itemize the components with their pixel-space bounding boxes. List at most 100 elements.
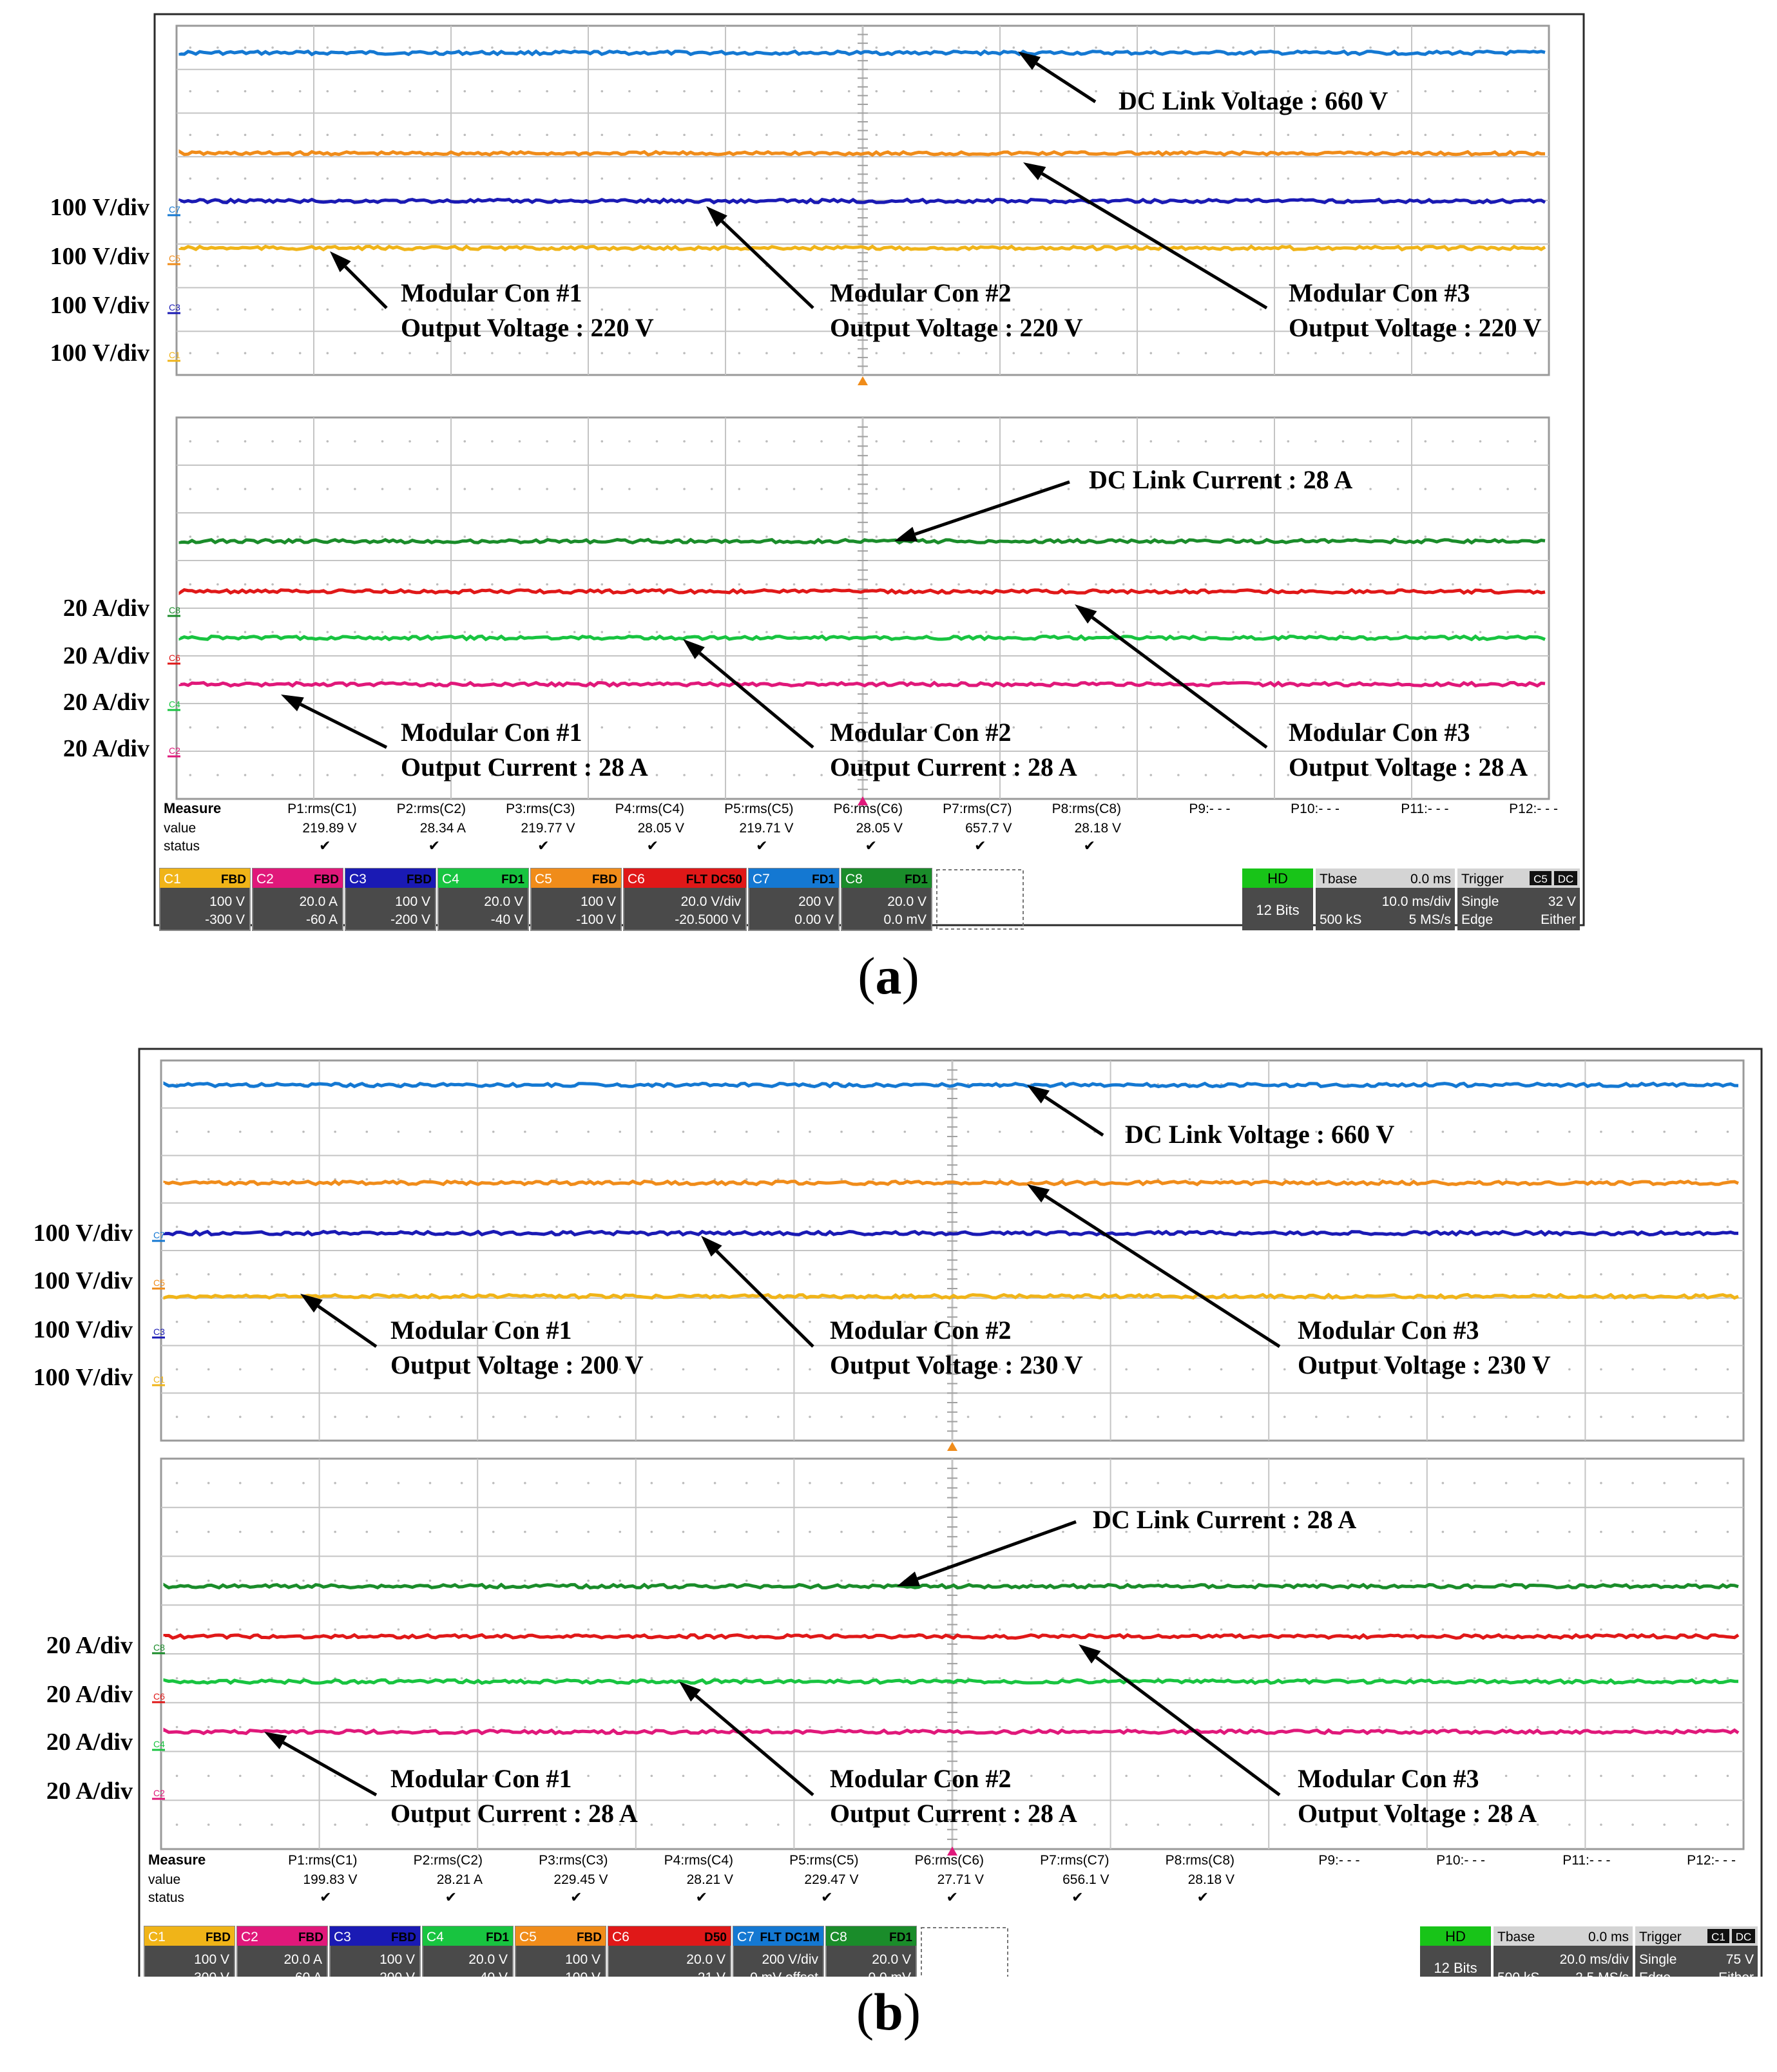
voltage-annotation-line1: Modular Con #3 (1289, 278, 1470, 307)
grid-dot (1473, 1530, 1476, 1533)
grid-dot (1259, 352, 1262, 354)
grid-dot (745, 1628, 748, 1631)
grid-dot (555, 1774, 558, 1778)
grid-dot (492, 1725, 495, 1729)
grid-dot (957, 535, 960, 538)
voltage-annotation-arrow-head (706, 206, 727, 227)
grid-dot (875, 133, 878, 137)
measure-param-name: P4:rms(C4) (664, 1853, 733, 1868)
measure-status-check: ✔ (445, 1889, 457, 1905)
grid-dot (271, 1579, 273, 1582)
grid-dot (1157, 1368, 1160, 1371)
grid-dot (619, 1415, 622, 1418)
grid-dot (1424, 774, 1427, 776)
grid-dot (1341, 535, 1345, 538)
grid-dot (1030, 1178, 1033, 1181)
grid-dot (957, 133, 960, 137)
grid-dot (428, 1823, 432, 1826)
grid-dot (1631, 1482, 1634, 1484)
grid-dot (628, 440, 631, 443)
grid-dot (587, 1368, 590, 1371)
grid-dot (1410, 1415, 1413, 1418)
grid-dot (1232, 631, 1234, 633)
grid-dot (1188, 1530, 1191, 1533)
grid-dot (381, 678, 384, 681)
current-annotation-arrow-head (1079, 1644, 1101, 1664)
caption-a: (a) (858, 946, 919, 1005)
grid-dot (809, 1225, 811, 1228)
channel-box-header (841, 868, 932, 888)
grid-dot (1040, 535, 1042, 538)
grid-dot (930, 352, 933, 354)
grid-dot (326, 774, 329, 776)
grid-dot (777, 1225, 780, 1228)
grid-dot (903, 1482, 907, 1484)
grid-dot (1378, 1482, 1381, 1484)
grid-dot (683, 440, 686, 443)
grid-dot (820, 678, 823, 681)
grid-dot (935, 1273, 938, 1276)
grid-dot (765, 308, 768, 311)
grid-dot (1504, 1677, 1508, 1680)
grid-dot (326, 440, 329, 443)
grid-dot (436, 90, 439, 93)
grid-dot (710, 308, 713, 311)
channel-box-tag: FBD (391, 1931, 416, 1944)
grid-dot (872, 1178, 874, 1181)
grid-dot (628, 46, 631, 49)
grid-dot (546, 133, 548, 137)
grid-dot (600, 90, 604, 93)
grid-dot (1315, 1579, 1318, 1582)
grid-dot (546, 440, 548, 443)
grid-dot (1232, 221, 1234, 224)
grid-dot (1125, 1130, 1128, 1133)
grid-dot (1040, 308, 1042, 311)
grid-dot (1504, 1225, 1508, 1228)
measure-param-name: P1:rms(C1) (287, 801, 356, 816)
channel-marker-c6: C6 (169, 653, 180, 663)
grid-dot (628, 264, 631, 267)
grid-dot (903, 1130, 907, 1133)
grid-dot (1506, 46, 1509, 49)
grid-dot (1232, 308, 1234, 311)
current-annotation-arrow (264, 1732, 378, 1797)
grid-dot (1536, 1130, 1539, 1133)
grid-dot (189, 583, 192, 586)
grid-dot (1067, 308, 1070, 311)
grid-dot (1441, 1130, 1445, 1133)
grid-dot (1568, 1530, 1571, 1533)
grid-dot (216, 133, 219, 137)
grid-dot (587, 1725, 590, 1729)
grid-dot (428, 1725, 432, 1729)
voltage-annotation-arrow-head (1027, 1184, 1050, 1203)
grid-dot (1040, 352, 1042, 354)
channel-box-tag: FBD (577, 1931, 602, 1944)
grid-dot (1314, 631, 1317, 633)
grid-dot (1341, 221, 1345, 224)
measure-status-check: ✔ (1197, 1889, 1209, 1905)
grid-dot (271, 1628, 273, 1631)
grid-dot (1441, 1320, 1445, 1323)
measure-row-label: value (148, 1872, 180, 1887)
grid-dot (655, 264, 658, 267)
voltage-annotation-line1: Modular Con #2 (830, 1316, 1012, 1345)
channel-marker-c3: C3 (153, 1327, 165, 1337)
grid-dot (518, 726, 521, 729)
grid-dot (957, 726, 960, 729)
voltage-annotation-arrow-head (1023, 162, 1046, 180)
grid-dot (1095, 583, 1097, 586)
grid-dot (244, 440, 247, 443)
grid-dot (1533, 488, 1537, 490)
grid-dot (334, 1225, 336, 1228)
grid-dot (1600, 1273, 1602, 1276)
grid-dot (326, 726, 329, 729)
grid-dot (1067, 726, 1070, 729)
grid-dot (1441, 1530, 1445, 1533)
grid-dot (792, 440, 796, 443)
grid-dot (491, 726, 494, 729)
grid-dot (1232, 678, 1234, 681)
grid-dot (1095, 440, 1097, 443)
channel-box-scale: 20.0 V (887, 894, 927, 909)
grid-dot (244, 308, 247, 311)
